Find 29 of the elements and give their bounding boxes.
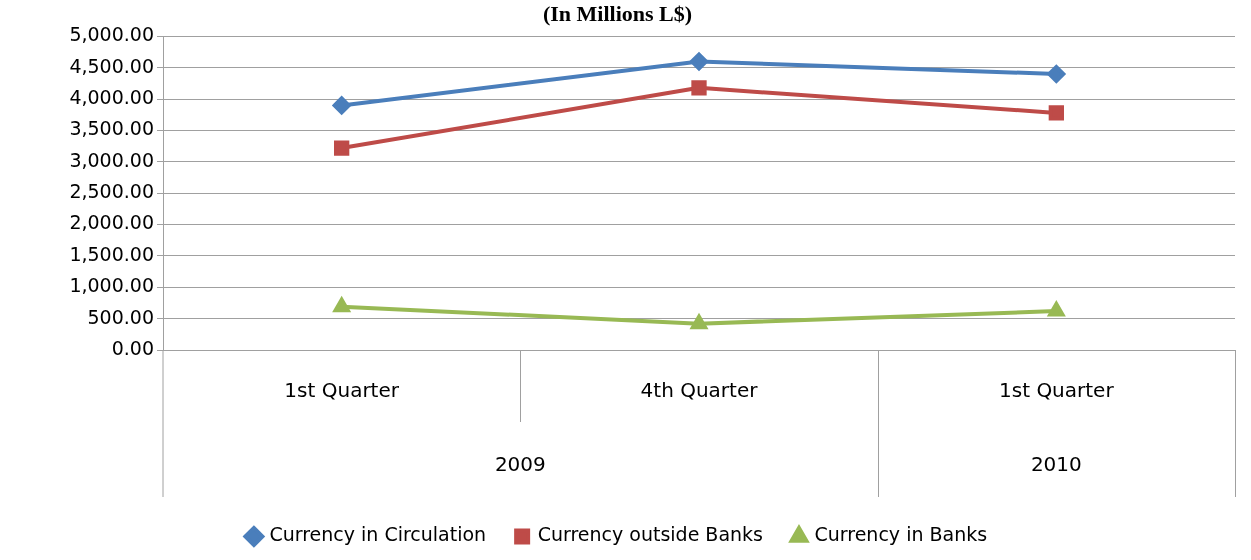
- y-tick-label: 2,500.00: [69, 180, 154, 203]
- y-tick-label: 5,000.00: [69, 23, 154, 46]
- point: [1047, 65, 1066, 84]
- point: [690, 52, 708, 71]
- point: [332, 295, 351, 313]
- x-tick-label: 4th Quarter: [640, 378, 759, 403]
- y-tick-label: 4,000.00: [69, 86, 154, 109]
- y-tick-label: 2,000.00: [69, 211, 154, 234]
- y-tick-label: 3,000.00: [69, 148, 154, 171]
- y-tick-label: 1,000.00: [69, 274, 154, 297]
- point: [690, 314, 708, 330]
- legend-label: Currency in Circulation: [269, 523, 487, 546]
- point: [691, 80, 707, 96]
- text: 2009: [494, 452, 546, 477]
- y-tick-label: 0.00: [111, 336, 154, 359]
- point: [334, 140, 350, 156]
- point: [1048, 302, 1065, 317]
- x-tick-label: 1st Quarter: [999, 378, 1115, 403]
- y-tick-label: 4,500.00: [69, 54, 154, 77]
- text: 2010: [1030, 452, 1082, 477]
- x-tick-label: 1st Quarter: [284, 378, 400, 403]
- legend-label: Currency outside Banks: [537, 523, 763, 546]
- legend-label: Currency in Banks: [814, 523, 988, 546]
- chart-title: (In Millions L$): [542, 0, 693, 26]
- point: [1048, 105, 1064, 121]
- y-tick-label: 3,500.00: [69, 117, 154, 140]
- y-tick-label: 500.00: [87, 305, 154, 328]
- y-tick-label: 1,500.00: [69, 242, 154, 265]
- point: [332, 96, 351, 115]
